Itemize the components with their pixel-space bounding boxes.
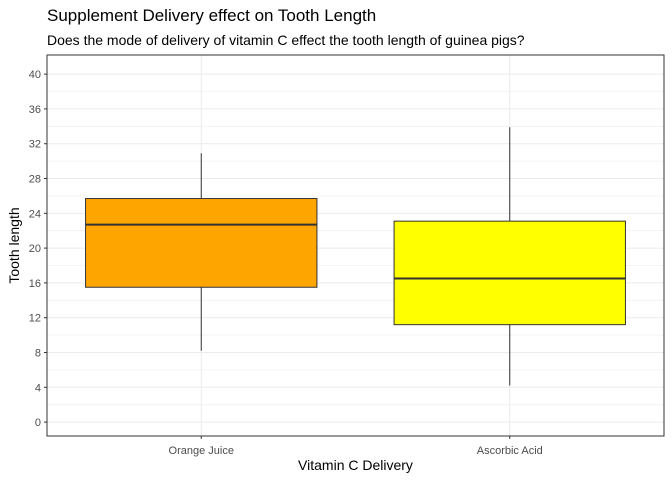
y-tick-label: 32	[29, 139, 41, 151]
minor-gridlines	[47, 91, 664, 406]
y-tick-label: 28	[29, 174, 41, 186]
boxes-layer	[85, 127, 626, 386]
box-ascorbic-acid	[393, 127, 626, 386]
y-tick-label: 24	[29, 208, 41, 220]
box-orange-juice	[85, 153, 318, 351]
y-tick-label: 4	[35, 382, 41, 394]
box-iqr	[393, 220, 626, 326]
y-tick-label: 0	[35, 417, 41, 429]
x-tick-label: Ascorbic Acid	[477, 445, 543, 457]
x-tick-label: Orange Juice	[169, 445, 234, 457]
y-axis-title: Tooth length	[6, 207, 22, 283]
y-tick-label: 40	[29, 69, 41, 81]
y-axis-ticks: 0 4 8 12 16 20 24 28 32 36 40	[29, 69, 47, 429]
x-axis-title: Vitamin C Delivery	[298, 457, 413, 473]
chart-subtitle: Does the mode of delivery of vitamin C e…	[47, 32, 525, 48]
chart-title: Supplement Delivery effect on Tooth Leng…	[47, 6, 377, 25]
y-tick-label: 8	[35, 347, 41, 359]
y-tick-label: 36	[29, 104, 41, 116]
x-axis-ticks: Orange Juice Ascorbic Acid	[169, 436, 543, 457]
y-tick-label: 20	[29, 243, 41, 255]
box-iqr	[85, 198, 318, 288]
y-tick-label: 12	[29, 313, 41, 325]
y-tick-label: 16	[29, 278, 41, 290]
panel-border	[46, 54, 665, 437]
